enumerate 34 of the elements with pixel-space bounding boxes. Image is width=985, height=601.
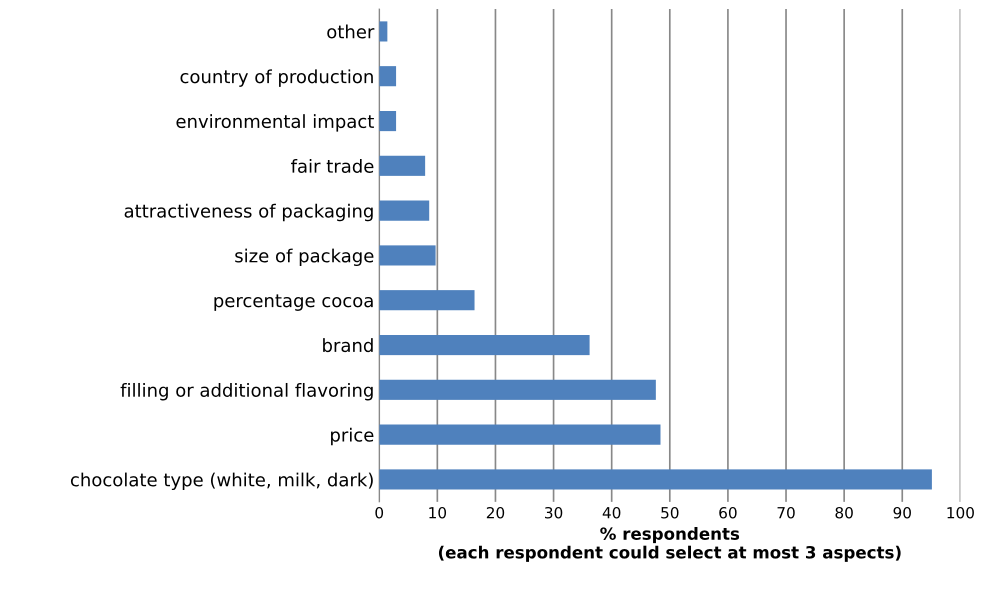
y-tick-label: fair trade	[291, 158, 374, 173]
x-tick-label: 0	[375, 506, 384, 519]
bar	[379, 110, 396, 132]
y-tick-label: chocolate type (white, milk, dark)	[70, 472, 373, 490]
x-tick-label: 100	[947, 506, 974, 519]
bar	[379, 156, 426, 176]
x-tick-label: 10	[429, 506, 446, 519]
x-tick-label: 70	[778, 506, 795, 519]
bar	[379, 21, 388, 42]
bar	[379, 245, 436, 266]
y-tick-label: other	[327, 24, 374, 39]
y-tick-label: filling or additional flavoring	[120, 382, 373, 400]
x-tick-label: 30	[545, 506, 562, 519]
y-tick-label: environmental impact	[176, 114, 374, 132]
y-tick-label: price	[331, 428, 374, 446]
x-tick-label: 80	[835, 506, 853, 519]
y-tick-label: brand	[323, 338, 373, 352]
bar	[379, 469, 932, 490]
x-tick-label: 90	[894, 506, 911, 519]
x-tick-label: 40	[602, 506, 620, 519]
y-tick-label: attractiveness of packaging	[124, 204, 373, 222]
x-tick-label: 60	[719, 506, 737, 519]
y-tick-label: size of package	[235, 248, 374, 266]
y-tick-label: country of production	[180, 69, 373, 87]
bar	[379, 334, 590, 356]
bar	[379, 424, 660, 445]
x-tick-label: 50	[661, 506, 679, 519]
x-axis-title: % respondents (each respondent could select at most 3 aspects)	[438, 527, 901, 562]
bar	[379, 66, 396, 86]
bar	[379, 200, 430, 221]
bar	[379, 290, 475, 310]
bar	[379, 380, 656, 400]
x-tick-label: 20	[486, 506, 504, 519]
y-tick-label: percentage cocoa	[214, 294, 373, 311]
